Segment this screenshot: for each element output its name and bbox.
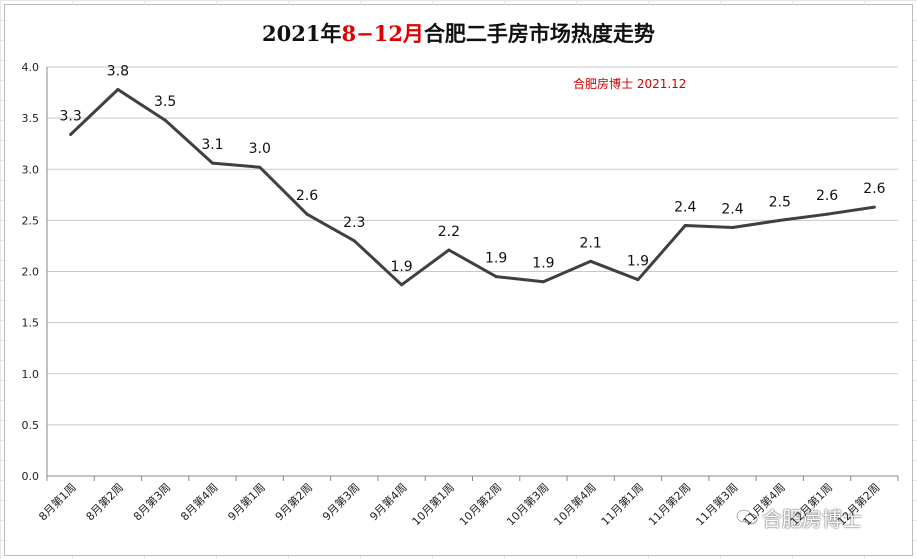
data-label: 2.6 — [816, 188, 838, 204]
data-label: 1.9 — [390, 259, 412, 275]
x-tick-label: 12月第1周 — [787, 480, 835, 528]
data-point — [494, 275, 498, 279]
x-tick-label: 11月第1周 — [598, 480, 646, 528]
chart-subtitle: 合肥房博士 2021.12 — [573, 77, 687, 91]
data-label: 1.9 — [627, 254, 649, 270]
data-point — [731, 226, 735, 230]
data-point — [163, 118, 167, 122]
x-tick-label: 9月第2周 — [272, 480, 315, 523]
x-tick-label: 8月第1周 — [36, 480, 79, 523]
data-point — [825, 212, 829, 216]
data-label: 1.9 — [485, 251, 507, 267]
data-point — [210, 161, 214, 165]
y-tick-label: 2.5 — [22, 214, 40, 227]
data-label: 1.9 — [532, 256, 554, 272]
data-label: 3.8 — [107, 63, 129, 79]
data-label: 2.4 — [721, 202, 743, 218]
y-tick-label: 3.0 — [22, 163, 40, 176]
y-tick-label: 3.5 — [22, 112, 40, 125]
data-label: 3.1 — [201, 137, 223, 153]
title-highlight: 8−12月 — [341, 21, 424, 46]
data-point — [636, 278, 640, 282]
data-label: 2.4 — [674, 199, 696, 215]
data-label: 3.0 — [249, 141, 271, 157]
x-tick-label: 10月第4周 — [551, 480, 599, 528]
wechat-icon — [736, 509, 758, 525]
series-line — [69, 88, 875, 287]
x-tick-label: 8月第4周 — [177, 480, 220, 523]
y-tick-label: 1.5 — [22, 317, 40, 330]
data-point — [352, 239, 356, 243]
x-tick-label: 11月第2周 — [645, 480, 693, 528]
data-label: 2.2 — [438, 224, 460, 240]
x-tick-label: 10月第2周 — [456, 480, 504, 528]
data-point — [305, 212, 309, 216]
data-point — [778, 218, 782, 222]
data-point — [400, 283, 404, 287]
x-tick-label: 9月第3周 — [319, 480, 362, 523]
data-point — [116, 87, 120, 91]
x-tick-label: 12月第2周 — [834, 480, 882, 528]
data-point — [69, 132, 73, 136]
chart-area[interactable] — [4, 4, 913, 556]
y-tick-label: 2.0 — [22, 266, 40, 279]
title-suffix: 合肥二手房市场热度走势 — [423, 21, 655, 46]
y-tick-label: 0.0 — [22, 470, 40, 483]
x-tick-label: 10月第3周 — [503, 480, 551, 528]
watermark: 合肥房博士 — [736, 503, 862, 532]
data-label: 2.3 — [343, 215, 365, 231]
data-point — [447, 248, 451, 252]
data-point — [258, 165, 262, 169]
y-tick-label: 4.0 — [22, 61, 40, 74]
x-tick-label: 10月第1周 — [409, 480, 457, 528]
data-point — [683, 223, 687, 227]
data-label: 3.3 — [60, 108, 82, 124]
data-point — [541, 280, 545, 284]
x-tick-label: 9月第4周 — [367, 480, 410, 523]
y-tick-label: 1.0 — [22, 368, 40, 381]
data-label: 2.5 — [769, 194, 791, 210]
chart-title: 2021年8−12月合肥二手房市场热度走势 — [0, 18, 917, 48]
data-label: 2.1 — [580, 235, 602, 251]
y-tick-label: 0.5 — [22, 419, 40, 432]
x-tick-label: 8月第2周 — [83, 480, 126, 523]
data-label: 2.6 — [863, 181, 885, 197]
x-tick-label: 11月第4周 — [740, 480, 788, 528]
data-point — [589, 259, 593, 263]
title-prefix: 2021年 — [262, 21, 342, 46]
x-tick-label: 9月第1周 — [225, 480, 268, 523]
data-label: 2.6 — [296, 188, 318, 204]
data-label: 3.5 — [154, 94, 176, 110]
data-point — [872, 205, 876, 209]
watermark-text: 合肥房博士 — [762, 507, 862, 531]
x-tick-label: 11月第3周 — [693, 480, 741, 528]
x-tick-label: 8月第3周 — [130, 480, 173, 523]
